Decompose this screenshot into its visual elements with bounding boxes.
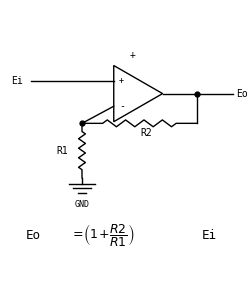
Text: Eo: Eo — [235, 88, 247, 98]
Text: Ei: Ei — [12, 76, 23, 86]
Text: Eo: Eo — [26, 229, 41, 242]
Text: R1: R1 — [56, 146, 68, 156]
Text: -: - — [119, 101, 124, 111]
Text: GND: GND — [74, 200, 89, 209]
Text: Ei: Ei — [201, 229, 216, 242]
Text: +: + — [119, 76, 124, 85]
Text: R2: R2 — [140, 128, 152, 138]
Text: $= \!\left(1\!+\!\dfrac{R2}{R1}\right)$: $= \!\left(1\!+\!\dfrac{R2}{R1}\right)$ — [70, 222, 134, 248]
Text: +: + — [129, 50, 135, 60]
